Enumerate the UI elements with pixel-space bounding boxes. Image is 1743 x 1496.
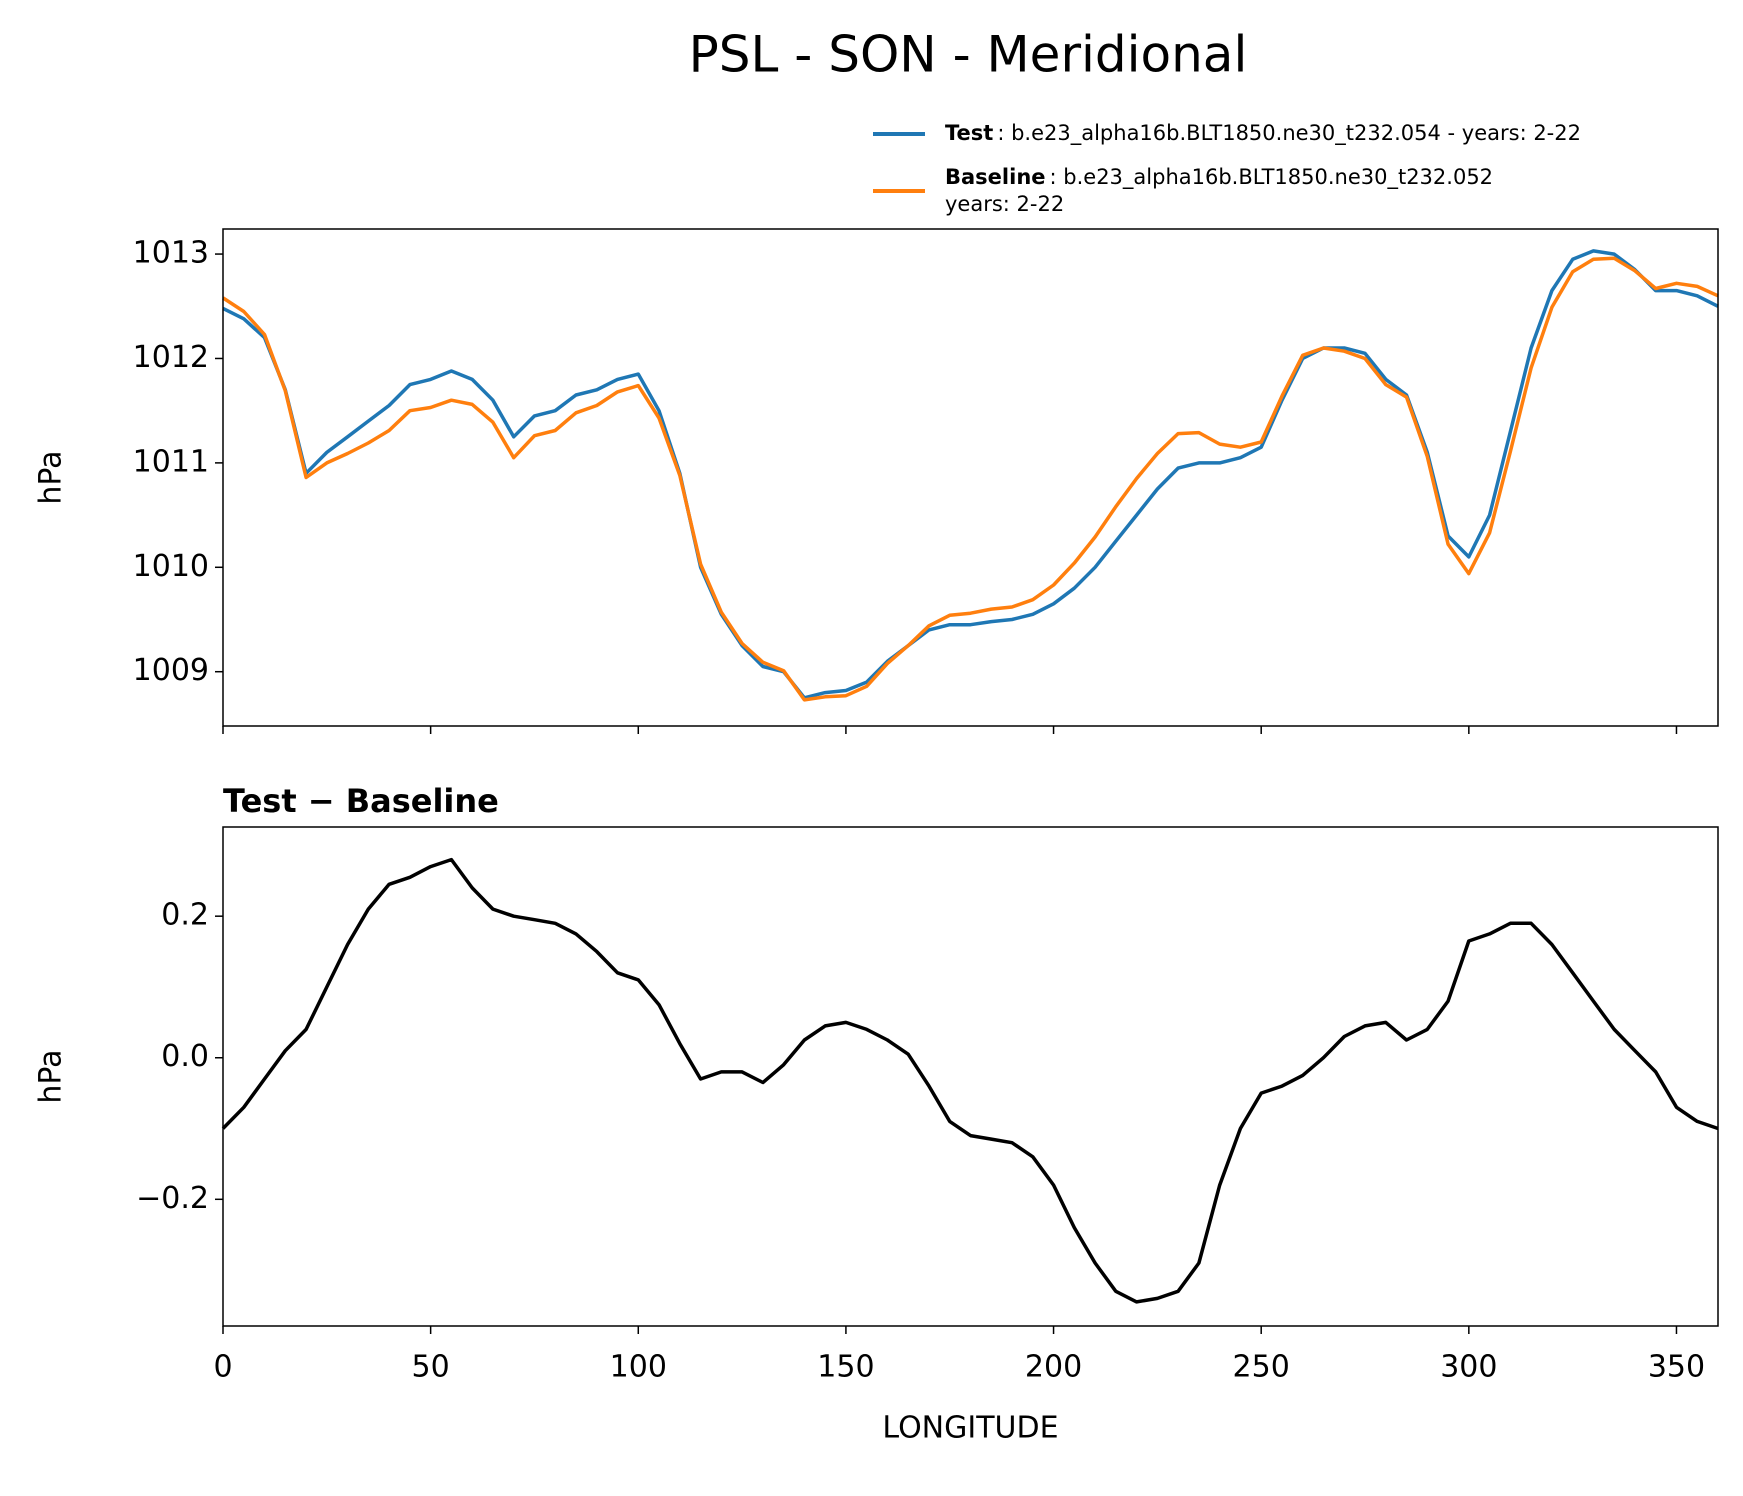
legend-description: years: 2-22 xyxy=(945,192,1064,216)
y-tick-label: 1012 xyxy=(133,340,209,375)
y-tick-label: 0.2 xyxy=(161,898,209,933)
x-tick-label: 100 xyxy=(610,1350,667,1385)
chart-title: PSL - SON - Meridional xyxy=(689,26,1248,84)
legend-label: Test xyxy=(945,121,993,145)
x-tick-label: 250 xyxy=(1233,1350,1290,1385)
legend-description: : b.e23_alpha16b.BLT1850.ne30_t232.052 xyxy=(1050,165,1494,190)
x-tick-label: 50 xyxy=(412,1350,450,1385)
legend-label: Baseline xyxy=(945,165,1046,189)
data-line xyxy=(222,256,1719,702)
legend-description: : b.e23_alpha16b.BLT1850.ne30_t232.054 -… xyxy=(997,121,1581,146)
x-tick-label: 350 xyxy=(1648,1350,1705,1385)
y-tick-label: 0.0 xyxy=(161,1039,209,1074)
x-tick-label: 150 xyxy=(817,1350,874,1385)
x-tick-label: 200 xyxy=(1025,1350,1082,1385)
axes-frame xyxy=(222,228,1719,727)
x-axis-label: LONGITUDE xyxy=(882,1411,1058,1446)
data-line xyxy=(222,249,1719,700)
y-tick-label: −0.2 xyxy=(136,1181,209,1216)
y-tick-label: 1009 xyxy=(133,653,209,688)
x-tick-label: 300 xyxy=(1440,1350,1497,1385)
x-tick-label: 0 xyxy=(213,1350,232,1385)
y-tick-label: 1010 xyxy=(133,549,209,584)
axes-frame xyxy=(222,826,1719,1327)
y-axis-label: hPa xyxy=(34,450,69,504)
data-line xyxy=(221,857,1719,1304)
y-axis-label: hPa xyxy=(34,1049,69,1103)
y-tick-label: 1013 xyxy=(133,236,209,271)
axes-title: Test − Baseline xyxy=(223,782,499,820)
y-tick-label: 1011 xyxy=(133,444,209,479)
